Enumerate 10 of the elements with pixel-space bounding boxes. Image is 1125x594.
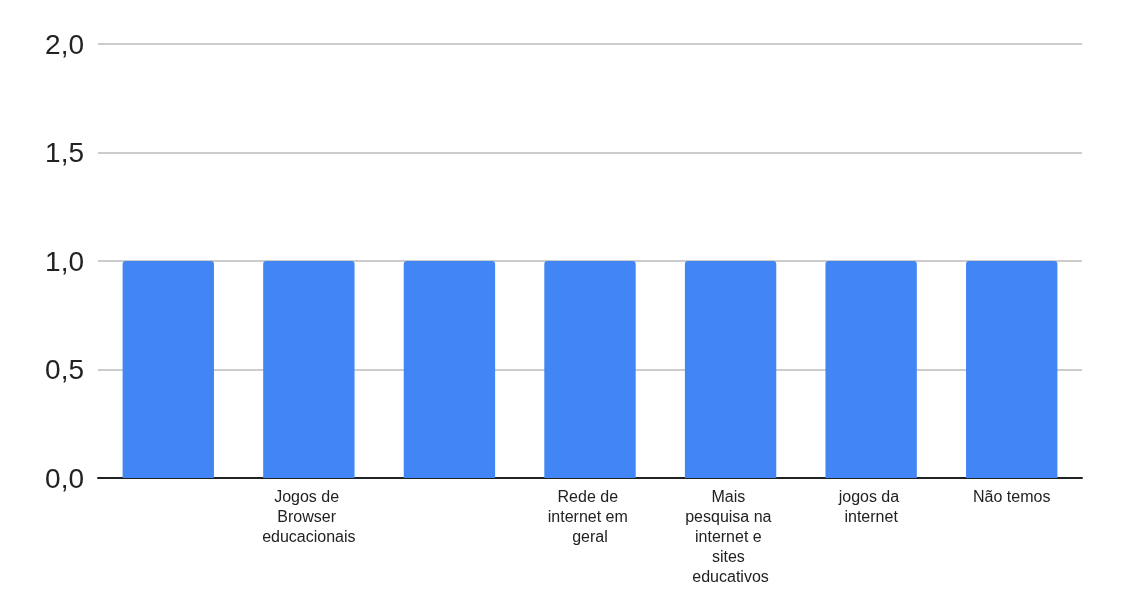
x-tick-label: Não temos (973, 487, 1051, 505)
y-tick-label: 1,0 (45, 245, 84, 277)
y-tick-label: 0,5 (45, 354, 84, 385)
x-tick-label: Rede de internet em geral (547, 487, 633, 545)
y-tick-label: 2,0 (45, 28, 84, 60)
y-tick-label: 0,0 (45, 462, 84, 494)
x-tick-label: jogos da internet (837, 487, 904, 525)
y-tick-label: 1,5 (45, 137, 84, 168)
x-tick-label: Mais pesquisa na internet e sites educativos (685, 487, 776, 585)
x-tick-label: Jogos de Browser educacionais (262, 487, 356, 545)
